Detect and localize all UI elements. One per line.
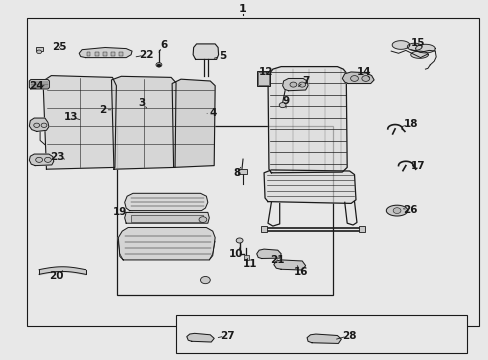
Polygon shape (29, 154, 54, 166)
Polygon shape (386, 205, 407, 216)
Polygon shape (306, 334, 341, 343)
Text: 19: 19 (112, 207, 127, 217)
Circle shape (289, 82, 296, 87)
Text: 6: 6 (160, 40, 167, 50)
Text: 2: 2 (99, 105, 106, 115)
Bar (27, 18, 478, 326)
Circle shape (36, 157, 42, 162)
Polygon shape (410, 51, 427, 58)
Circle shape (37, 50, 41, 54)
Polygon shape (264, 170, 355, 203)
Polygon shape (415, 44, 434, 53)
Bar (131, 215, 203, 222)
Text: 28: 28 (342, 330, 356, 341)
Polygon shape (118, 228, 215, 260)
Text: 20: 20 (49, 271, 63, 282)
Text: 22: 22 (139, 50, 154, 60)
Circle shape (279, 103, 285, 108)
Polygon shape (124, 193, 207, 211)
Bar (103, 52, 106, 56)
Bar (87, 52, 90, 56)
Text: 23: 23 (50, 152, 65, 162)
Text: 13: 13 (63, 112, 78, 122)
Circle shape (34, 123, 40, 127)
Bar (258, 72, 268, 85)
Text: 3: 3 (138, 98, 145, 108)
Bar (358, 226, 364, 232)
Text: 10: 10 (228, 249, 243, 259)
Text: 16: 16 (293, 267, 307, 277)
Circle shape (157, 64, 160, 67)
Circle shape (361, 76, 369, 81)
Bar (36, 47, 43, 51)
Polygon shape (124, 212, 209, 223)
Polygon shape (111, 76, 176, 169)
Bar (117, 126, 332, 295)
Circle shape (44, 157, 51, 162)
Polygon shape (256, 249, 281, 258)
Bar (111, 52, 114, 56)
Bar (95, 52, 98, 56)
Circle shape (298, 82, 305, 87)
Polygon shape (172, 79, 215, 167)
Circle shape (236, 238, 243, 243)
Text: 7: 7 (301, 76, 309, 86)
Polygon shape (193, 44, 218, 59)
Text: 11: 11 (243, 258, 257, 269)
Text: 21: 21 (269, 255, 284, 265)
Polygon shape (282, 78, 307, 91)
Polygon shape (342, 72, 373, 84)
Text: 8: 8 (233, 168, 240, 178)
Polygon shape (79, 48, 132, 58)
Text: 12: 12 (259, 67, 273, 77)
Bar (256, 71, 270, 86)
Text: 15: 15 (410, 38, 425, 48)
Text: 25: 25 (52, 42, 67, 52)
Text: 18: 18 (403, 119, 417, 129)
Polygon shape (43, 76, 116, 169)
Bar (119, 52, 122, 56)
Bar (238, 169, 246, 174)
Circle shape (350, 76, 358, 81)
Circle shape (392, 208, 400, 213)
Polygon shape (267, 67, 346, 173)
Circle shape (41, 123, 47, 127)
Polygon shape (273, 260, 305, 270)
Circle shape (199, 217, 206, 222)
Polygon shape (407, 43, 421, 50)
Text: 5: 5 (219, 51, 225, 61)
Text: 14: 14 (356, 67, 371, 77)
Polygon shape (29, 118, 49, 131)
Text: 17: 17 (410, 161, 425, 171)
Circle shape (200, 276, 210, 284)
Text: 9: 9 (282, 96, 289, 106)
Bar (176, 315, 466, 353)
Bar (244, 255, 248, 260)
Polygon shape (186, 333, 214, 342)
Bar (261, 226, 266, 232)
Polygon shape (29, 80, 49, 89)
Polygon shape (391, 41, 409, 49)
Text: 1: 1 (239, 4, 246, 14)
Circle shape (156, 63, 162, 67)
Text: 24: 24 (29, 81, 44, 91)
Text: 27: 27 (220, 330, 234, 341)
Text: 26: 26 (403, 204, 417, 215)
Text: 4: 4 (208, 108, 216, 118)
